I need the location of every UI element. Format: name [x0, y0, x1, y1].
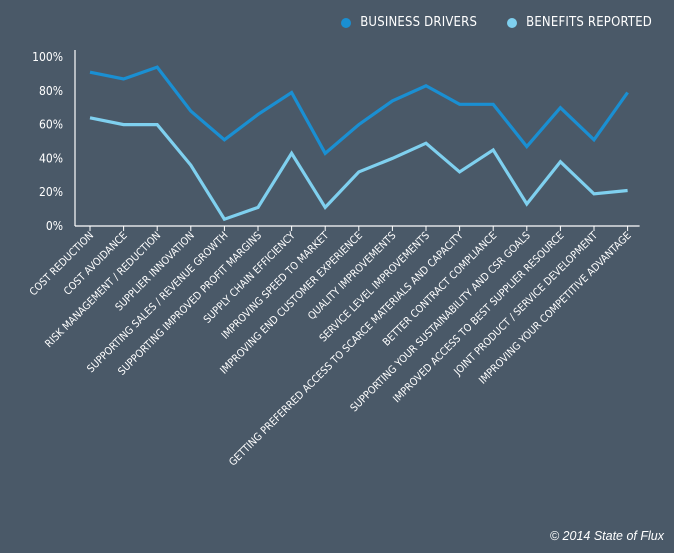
series-line-benefits-reported — [89, 116, 628, 222]
legend-dot-benefits-reported — [507, 17, 518, 28]
legend-label-business-drivers: BUSINESS DRIVERS — [360, 15, 478, 30]
legend-item-benefits-reported: BENEFITS REPORTED — [507, 15, 652, 30]
y-tick-labels: 0% 20% 40% 60% 80% 100% — [32, 50, 63, 233]
y-tick-label: 60% — [39, 118, 63, 132]
axes — [74, 50, 640, 231]
y-tick-label: 80% — [39, 84, 63, 98]
y-tick-label: 40% — [39, 151, 63, 165]
y-tick-label: 0% — [46, 219, 63, 233]
series-lines — [89, 65, 629, 222]
y-tick-label: 20% — [39, 185, 63, 199]
series-line-business-drivers — [89, 65, 629, 156]
legend-item-business-drivers: BUSINESS DRIVERS — [341, 15, 477, 30]
y-tick-label: 100% — [32, 50, 63, 64]
copyright-notice: © 2014 State of Flux — [549, 529, 664, 543]
legend: BUSINESS DRIVERS BENEFITS REPORTED — [341, 15, 652, 30]
legend-dot-business-drivers — [341, 17, 352, 28]
legend-label-benefits-reported: BENEFITS REPORTED — [526, 15, 652, 30]
